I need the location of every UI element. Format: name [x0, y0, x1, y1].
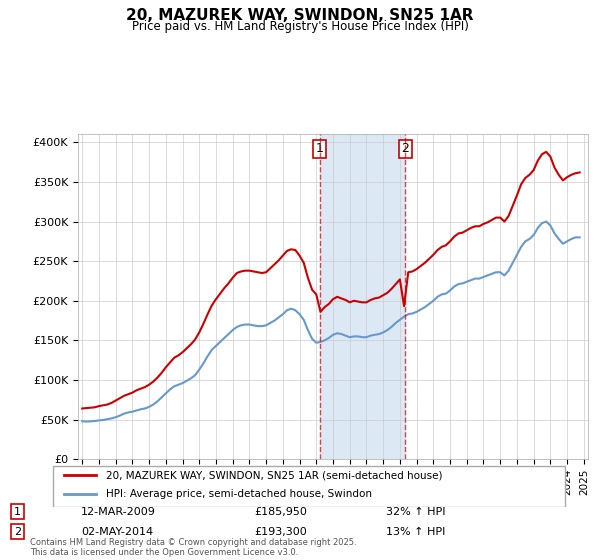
Text: 2: 2 [14, 527, 22, 536]
Text: 13% ↑ HPI: 13% ↑ HPI [386, 527, 446, 536]
Text: Contains HM Land Registry data © Crown copyright and database right 2025.
This d: Contains HM Land Registry data © Crown c… [30, 538, 356, 557]
FancyBboxPatch shape [53, 466, 565, 507]
Text: 1: 1 [316, 142, 323, 155]
Text: 20, MAZUREK WAY, SWINDON, SN25 1AR (semi-detached house): 20, MAZUREK WAY, SWINDON, SN25 1AR (semi… [106, 470, 443, 480]
Bar [320, 134, 406, 459]
Text: HPI: Average price, semi-detached house, Swindon: HPI: Average price, semi-detached house,… [106, 489, 372, 499]
Text: 02-MAY-2014: 02-MAY-2014 [81, 527, 153, 536]
Text: £185,950: £185,950 [254, 507, 307, 516]
Text: 2: 2 [401, 142, 409, 155]
Text: Price paid vs. HM Land Registry's House Price Index (HPI): Price paid vs. HM Land Registry's House … [131, 20, 469, 32]
Text: 12-MAR-2009: 12-MAR-2009 [81, 507, 156, 516]
Text: 1: 1 [14, 507, 21, 516]
Text: £193,300: £193,300 [254, 527, 307, 536]
Text: 20, MAZUREK WAY, SWINDON, SN25 1AR: 20, MAZUREK WAY, SWINDON, SN25 1AR [126, 8, 474, 24]
Text: 32% ↑ HPI: 32% ↑ HPI [386, 507, 446, 516]
